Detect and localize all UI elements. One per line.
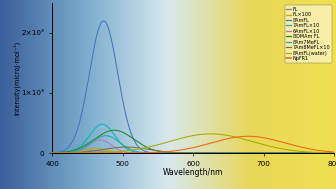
Legend: FL, FL×100, 8AmFL, 7AmFL×10, 6AmFL×10, 8DMAm FL, 8Am7MeFL, 7Am8MeFL×10, 8AmFL(wa: FL, FL×100, 8AmFL, 7AmFL×10, 6AmFL×10, 8… xyxy=(285,5,332,63)
X-axis label: Wavelength/nm: Wavelength/nm xyxy=(163,168,223,177)
Y-axis label: Intensity(microJ·mol⁻¹): Intensity(microJ·mol⁻¹) xyxy=(13,41,20,115)
